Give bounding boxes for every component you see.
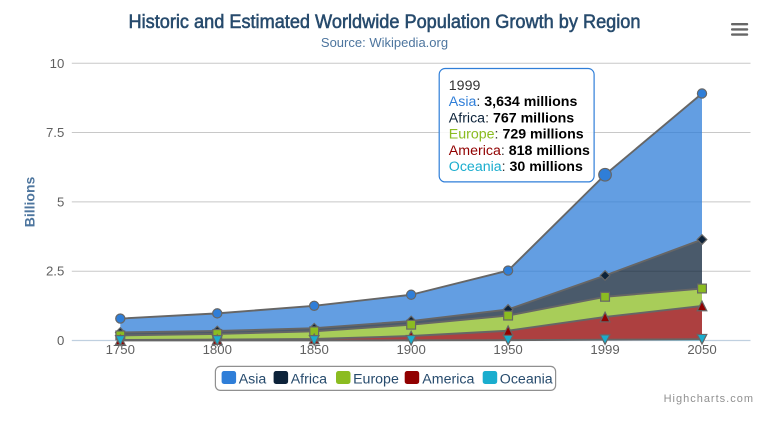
svg-text:1950: 1950: [493, 342, 522, 357]
svg-text:Asia: Asia: [239, 371, 267, 387]
svg-text:Highcharts.com: Highcharts.com: [664, 393, 754, 405]
svg-text:1999: 1999: [590, 342, 619, 357]
svg-text:Oceania: 30 millions: Oceania: 30 millions: [449, 159, 583, 175]
svg-text:0: 0: [57, 333, 64, 348]
svg-text:1800: 1800: [203, 342, 232, 357]
svg-text:10: 10: [50, 56, 65, 71]
svg-text:Source: Wikipedia.org: Source: Wikipedia.org: [321, 35, 448, 50]
svg-text:Historic and Estimated Worldwi: Historic and Estimated Worldwide Populat…: [129, 12, 641, 33]
svg-text:America: 818 millions: America: 818 millions: [449, 143, 590, 159]
svg-text:1850: 1850: [300, 342, 329, 357]
svg-text:7.5: 7.5: [46, 125, 64, 140]
svg-text:Europe: Europe: [353, 371, 399, 387]
svg-text:1999: 1999: [449, 78, 481, 94]
svg-text:1900: 1900: [396, 342, 425, 357]
svg-text:Africa: Africa: [291, 371, 327, 387]
svg-text:2050: 2050: [687, 342, 716, 357]
svg-text:Oceania: Oceania: [500, 371, 553, 387]
svg-text:1750: 1750: [106, 342, 135, 357]
svg-text:Africa: 767 millions: Africa: 767 millions: [449, 110, 574, 126]
svg-text:America: America: [422, 371, 474, 387]
svg-text:2.5: 2.5: [46, 264, 64, 279]
svg-text:5: 5: [57, 194, 64, 209]
svg-text:Billions: Billions: [22, 177, 38, 228]
svg-text:Europe: 729 millions: Europe: 729 millions: [449, 127, 584, 143]
svg-text:Asia: 3,634 millions: Asia: 3,634 millions: [449, 94, 578, 110]
